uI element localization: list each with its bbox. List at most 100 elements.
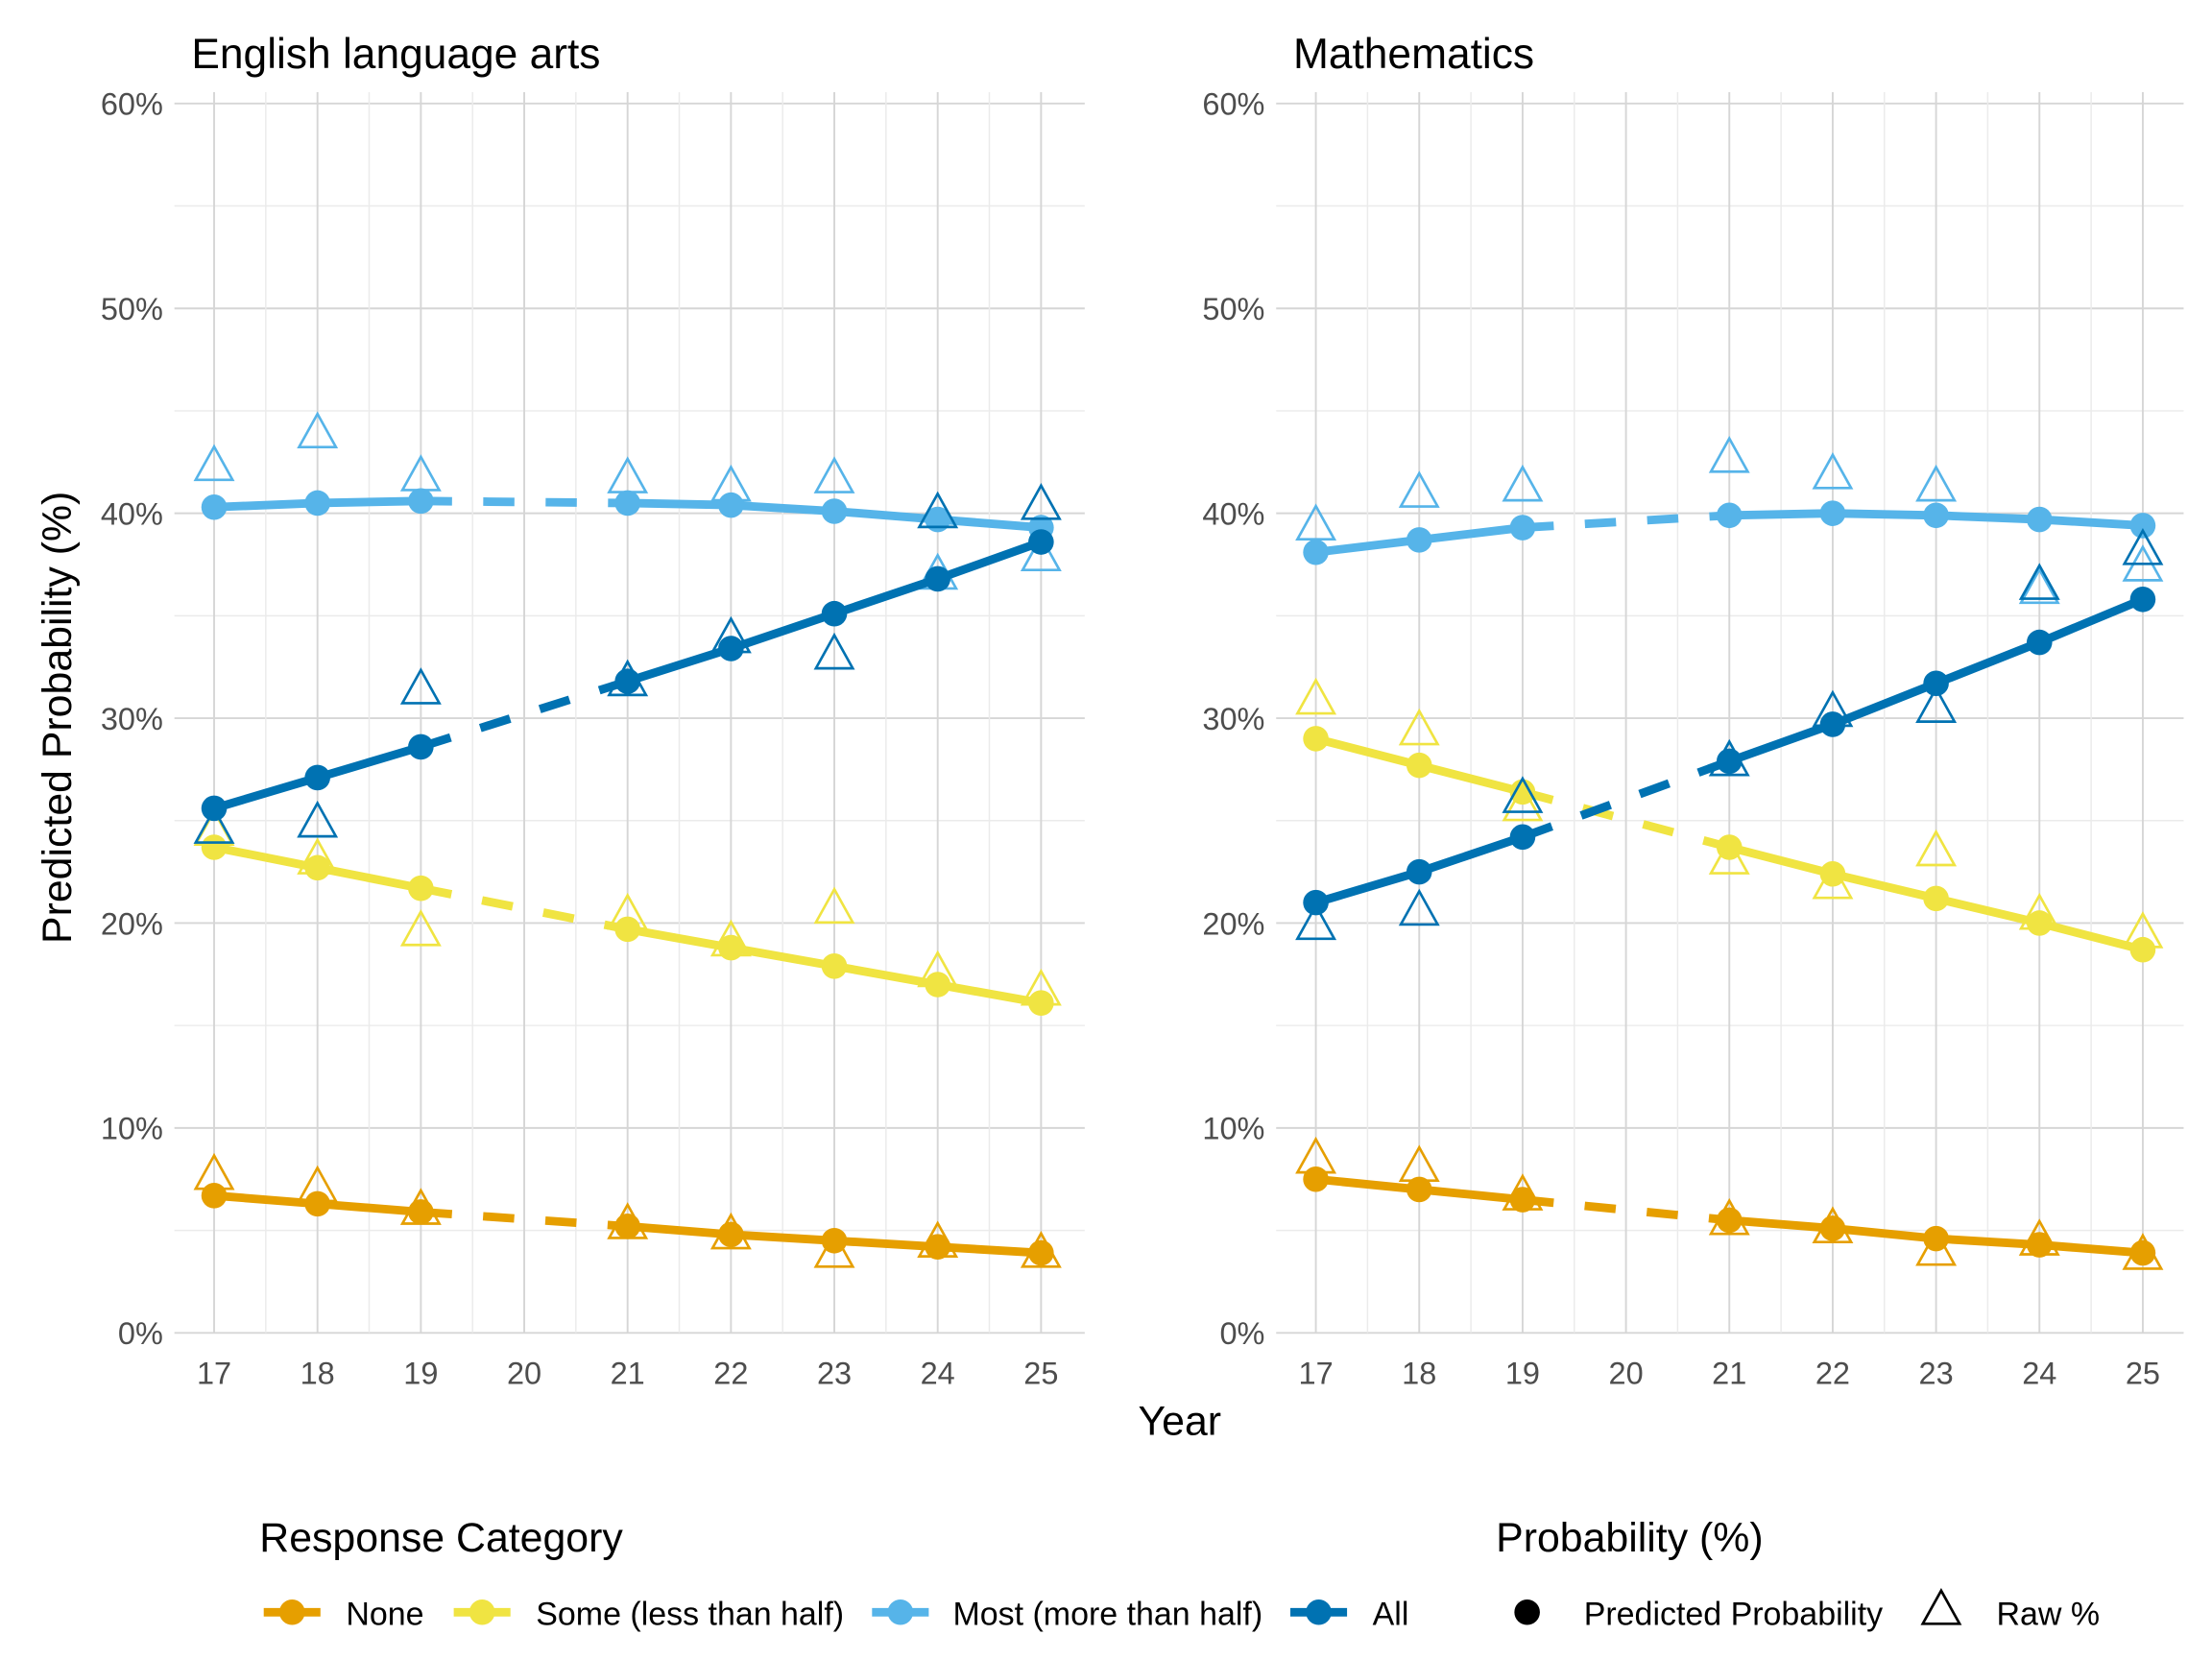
- predicted-point: [1819, 860, 1846, 887]
- line-segment: [833, 507, 939, 524]
- line-segment: [1728, 843, 1835, 878]
- x-tick-label: 18: [1402, 1356, 1436, 1390]
- raw-point-triangle: [1295, 902, 1337, 941]
- line-segment: [627, 498, 732, 510]
- predicted-point: [1028, 529, 1054, 555]
- x-tick-label: 21: [1712, 1356, 1746, 1390]
- line-segment: [1832, 509, 1936, 520]
- x-tick-label: 18: [301, 1356, 335, 1390]
- predicted-point: [201, 1183, 228, 1209]
- legend-point-key: [887, 1599, 914, 1625]
- line-segment: [937, 515, 1042, 533]
- raw-point-triangle: [813, 456, 855, 493]
- line-segment: [729, 610, 836, 653]
- legend-item-none: None: [263, 1597, 424, 1633]
- predicted-point: [821, 600, 848, 627]
- raw-point-triangle: [2122, 527, 2164, 565]
- line-segment: [1936, 511, 2040, 524]
- legend-label: Some (less than half): [536, 1597, 844, 1633]
- raw-point-triangle: [1502, 776, 1544, 813]
- legend-title-category: Response Category: [259, 1515, 623, 1561]
- raw-point-triangle: [1915, 685, 1958, 723]
- raw-point-triangle: [1708, 837, 1750, 875]
- raw-point-triangle: [1502, 783, 1544, 822]
- y-tick-label: 0%: [1219, 1316, 1264, 1351]
- legend-label: Most (more than half): [952, 1597, 1262, 1633]
- x-tick-label: 20: [1609, 1356, 1644, 1390]
- x-tick-label: 22: [713, 1356, 748, 1390]
- predicted-point: [614, 490, 640, 517]
- raw-point-triangle: [1915, 829, 1958, 867]
- line-segment: [1831, 679, 1938, 729]
- raw-point-triangle: [1398, 470, 1440, 508]
- series-most: [193, 411, 1062, 590]
- raw-point-triangle: [399, 667, 442, 705]
- predicted-point: [201, 834, 228, 860]
- predicted-point: [1303, 1166, 1329, 1192]
- predicted-point: [201, 493, 228, 520]
- y-tick-label: 50%: [101, 292, 163, 326]
- predicted-point: [408, 875, 434, 902]
- legend-title-shape: Probability (%): [1496, 1515, 1763, 1561]
- line-segment: [213, 1190, 319, 1209]
- raw-point-triangle: [2018, 566, 2060, 605]
- x-tick-label: 23: [1919, 1356, 1954, 1390]
- line-segment: [2037, 595, 2145, 647]
- y-tick-label: 30%: [1202, 702, 1264, 736]
- predicted-point: [201, 795, 228, 822]
- line-segment: [1728, 1215, 1834, 1233]
- x-tick-label: 24: [2022, 1356, 2056, 1390]
- x-tick-label: 25: [1023, 1356, 1058, 1390]
- predicted-point: [1923, 1225, 1949, 1252]
- predicted-point: [1406, 752, 1432, 779]
- predicted-point: [614, 916, 640, 943]
- predicted-point: [614, 1214, 640, 1239]
- x-tick-label: 19: [1505, 1356, 1540, 1390]
- raw-point-triangle: [1295, 503, 1337, 541]
- predicted-point: [1028, 1239, 1054, 1266]
- line-segment: [1314, 867, 1421, 907]
- predicted-point: [1509, 1187, 1536, 1213]
- legend-item-all: All: [1290, 1597, 1408, 1633]
- line-segment: [1934, 637, 2041, 687]
- line-segment: [626, 925, 733, 952]
- predicted-point: [925, 565, 950, 592]
- series-none: [193, 1152, 1062, 1268]
- predicted-point: [1923, 502, 1949, 529]
- y-tick-label: 40%: [1202, 496, 1264, 531]
- predicted-point: [1509, 779, 1536, 805]
- series-all: [1295, 527, 2164, 941]
- legend-item-most: Most (more than half): [872, 1597, 1262, 1633]
- line-segment: [1418, 760, 1525, 797]
- series-most: [1295, 435, 2164, 605]
- series-none: [1295, 1136, 2164, 1270]
- x-tick-label: 25: [2126, 1356, 2160, 1390]
- series-some: [193, 808, 1062, 1017]
- y-tick-label: 20%: [1202, 906, 1264, 941]
- predicted-point: [821, 498, 848, 524]
- y-tick-label: 0%: [118, 1316, 163, 1351]
- y-tick-label: 20%: [101, 906, 163, 941]
- line-segment: [2038, 515, 2144, 530]
- predicted-point: [1819, 711, 1846, 737]
- predicted-point: [1303, 889, 1329, 916]
- x-tick-label: 24: [921, 1356, 955, 1390]
- predicted-point: [304, 764, 330, 791]
- line-segment: [213, 498, 318, 512]
- line-segment: [2038, 1240, 2144, 1258]
- y-axis-label: Predicted Probability (%): [35, 492, 81, 944]
- predicted-point: [304, 490, 330, 517]
- y-tick-label: 10%: [1202, 1112, 1264, 1146]
- predicted-point: [1406, 858, 1432, 885]
- line-segment: [936, 538, 1043, 584]
- x-tick-label: 23: [817, 1356, 852, 1390]
- panel-1: 0% 10% 20% 30% 40% 50% 60% 17 18 19 20 21 22 23 24 25 Ma…: [1202, 31, 2184, 1390]
- line-segment: [212, 773, 319, 813]
- predicted-point: [821, 1227, 848, 1254]
- line-segment: [1314, 734, 1421, 770]
- predicted-point: [1819, 1215, 1846, 1241]
- panel-title: English language arts: [191, 31, 600, 78]
- panel-title: Mathematics: [1293, 31, 1534, 78]
- legend-item-triangle: Raw %: [1920, 1588, 2100, 1633]
- x-tick-label: 21: [611, 1356, 645, 1390]
